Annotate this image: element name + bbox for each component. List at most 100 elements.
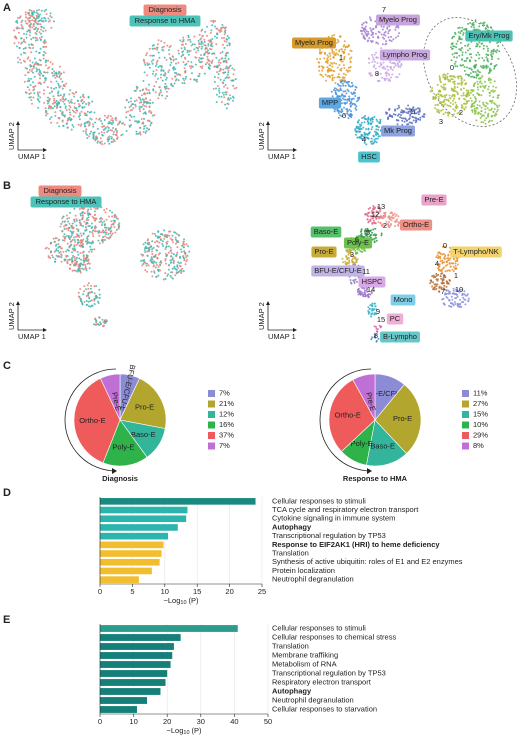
category-label: Cellular responses to stimuli	[272, 623, 366, 632]
cell-dot	[104, 239, 107, 241]
cell-dot	[482, 47, 485, 50]
cell-dot	[142, 88, 145, 91]
cell-dot	[441, 259, 444, 262]
cell-dot	[454, 262, 457, 265]
cell-dot	[210, 29, 213, 32]
cell-dot	[490, 90, 493, 92]
cell-dot	[348, 100, 351, 102]
bar	[100, 515, 187, 523]
cell-dot	[53, 70, 56, 73]
cell-dot	[68, 116, 71, 119]
cell-dot	[49, 12, 52, 15]
cell-dot	[449, 101, 452, 104]
cell-dot	[444, 103, 447, 106]
cell-dot	[371, 140, 374, 143]
cell-dot	[174, 75, 177, 78]
cell-dot	[210, 62, 213, 64]
cell-dot	[204, 44, 207, 47]
cell-dot	[344, 95, 347, 98]
cell-dot	[24, 47, 27, 50]
cell-dot	[79, 124, 82, 127]
cell-dot	[44, 107, 47, 110]
cell-dot	[441, 108, 444, 111]
cell-dot	[124, 106, 127, 109]
cell-dot	[55, 71, 58, 74]
cell-dot	[482, 64, 485, 67]
cell-dot	[439, 79, 442, 82]
cell-dot	[396, 107, 399, 110]
cell-dot	[145, 112, 148, 115]
cell-dot	[472, 21, 475, 24]
x-tick-label: 10	[129, 717, 137, 726]
cell-dot	[377, 128, 379, 131]
cell-dot	[26, 86, 29, 89]
cell-dot	[482, 101, 485, 104]
cell-dot	[143, 259, 146, 261]
cell-dot	[31, 13, 34, 15]
cell-dot	[326, 62, 329, 64]
cell-dot	[148, 47, 151, 50]
cell-dot	[388, 217, 391, 220]
cell-dot	[485, 53, 488, 56]
cell-dot	[367, 312, 370, 315]
cell-dot	[184, 48, 186, 51]
cell-dot	[144, 245, 147, 248]
cell-dot	[87, 234, 90, 237]
cell-dot	[77, 103, 80, 105]
cell-dot	[24, 11, 27, 14]
cell-dot	[463, 298, 466, 301]
cell-dot	[367, 221, 370, 224]
cell-dot	[344, 102, 347, 105]
cell-dot	[333, 110, 336, 113]
cell-dot	[448, 269, 451, 272]
cell-dot	[478, 57, 480, 60]
cell-dot	[377, 42, 380, 45]
cell-dot	[201, 28, 204, 31]
cell-dot	[77, 228, 80, 231]
cell-dot	[445, 296, 448, 298]
cell-dot	[455, 107, 458, 110]
cell-dot	[31, 15, 34, 18]
cell-dot	[158, 94, 161, 96]
cell-dot	[347, 252, 350, 255]
cell-dot	[357, 126, 360, 129]
cell-dot	[487, 113, 489, 116]
cell-dot	[68, 268, 71, 270]
cell-dot	[347, 257, 350, 259]
cell-dot	[455, 288, 458, 291]
cell-dot	[492, 48, 495, 51]
cell-dot	[345, 92, 348, 95]
cell-dot	[350, 282, 353, 285]
cell-dot	[480, 106, 483, 109]
cell-dot	[445, 293, 448, 296]
cell-dot	[80, 224, 83, 227]
cell-dot	[356, 291, 359, 293]
cell-dot	[442, 276, 445, 279]
cell-dot	[320, 65, 323, 68]
arrow-head	[266, 301, 297, 332]
cell-dot	[455, 90, 458, 93]
cell-dot	[48, 106, 50, 109]
cell-dot	[223, 36, 225, 39]
cell-dot	[227, 69, 230, 72]
cell-dot	[338, 64, 341, 66]
cell-dot	[155, 69, 158, 72]
cell-dot	[327, 70, 329, 73]
cell-dot	[115, 116, 118, 119]
cell-dot	[52, 20, 55, 23]
cluster-label: B-Lympho	[383, 332, 417, 341]
cell-dot	[32, 47, 35, 49]
cell-dot	[446, 72, 449, 75]
cell-dot	[371, 302, 374, 305]
cell-dot	[490, 101, 493, 104]
cell-dot	[136, 86, 139, 89]
cell-dot	[431, 90, 433, 93]
cell-dot	[437, 273, 440, 276]
cell-dot	[156, 244, 159, 247]
cell-dot	[386, 27, 389, 30]
cell-dot	[161, 240, 164, 243]
cell-dot	[73, 269, 76, 272]
cell-dot	[106, 116, 109, 119]
cell-dot	[340, 108, 343, 111]
cell-dot	[151, 250, 154, 253]
